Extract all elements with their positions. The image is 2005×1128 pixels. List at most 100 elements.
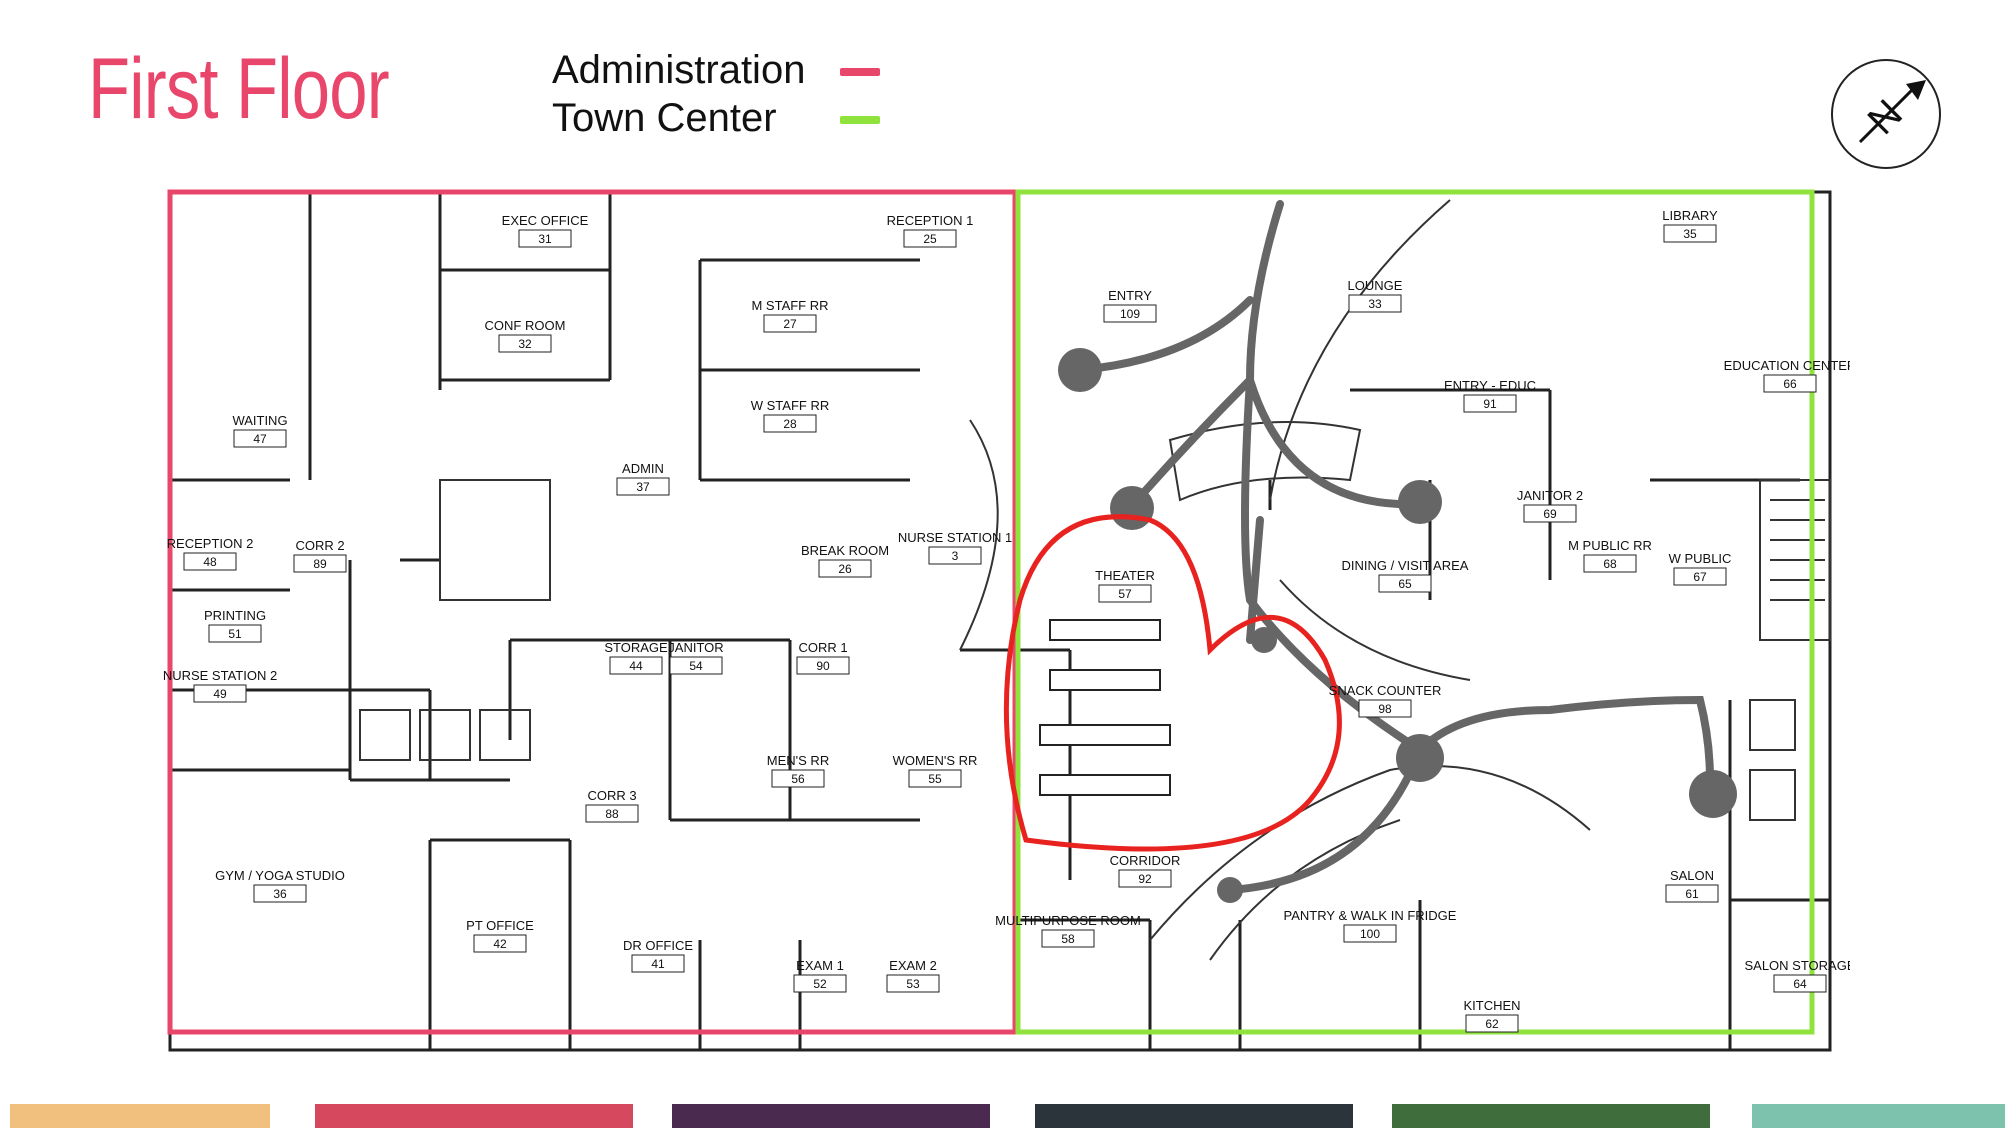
room-number-box (763, 414, 817, 433)
room-pt-office: PT OFFICE 42 (466, 918, 534, 953)
legend-label: Administration (552, 48, 806, 92)
room-gym: GYM / YOGA STUDIO 36 (215, 868, 345, 903)
legend-swatch-town-center (840, 116, 880, 124)
room-label: SALON STORAGE (1744, 958, 1850, 973)
room-labels: EXEC OFFICE 31 RECEPTION 1 25 CONF ROOM 32 M S… (163, 208, 1850, 1033)
room-pantry: PANTRY & WALK IN FRIDGE 100 (1284, 908, 1457, 943)
page-title: First Floor (88, 41, 390, 137)
room-number-box (1673, 567, 1727, 586)
room-w-staff-rr: W STAFF RR 28 (751, 398, 829, 433)
room-number: 25 (923, 232, 937, 246)
room-corridor: CORRIDOR 92 (1110, 853, 1181, 888)
room-number: 28 (783, 417, 797, 431)
room-label: ENTRY - EDUC (1444, 378, 1536, 393)
room-number-box (886, 974, 940, 993)
room-number-box (763, 314, 817, 333)
legend: Administration Town Center (552, 46, 892, 142)
room-education-center: EDUCATION CENTER 66 (1724, 358, 1850, 393)
room-number-box (1378, 574, 1432, 593)
room-number-box (498, 334, 552, 353)
heart-highlight (1003, 514, 1342, 852)
room-number-box (1358, 699, 1412, 718)
room-break-room: BREAK ROOM 26 (801, 543, 889, 578)
room-number: 32 (518, 337, 532, 351)
room-number: 56 (791, 772, 805, 786)
room-janitor2: JANITOR 2 69 (1517, 488, 1583, 523)
room-dr-office: DR OFFICE 41 (623, 938, 693, 973)
room-number-box (518, 229, 572, 248)
room-label: CORR 1 (798, 640, 847, 655)
room-number-box (1523, 504, 1577, 523)
room-salon: SALON 61 (1665, 868, 1719, 903)
footer-bar-5 (1392, 1104, 1710, 1128)
room-number: 27 (783, 317, 797, 331)
room-nurse-station2: NURSE STATION 2 49 (163, 668, 277, 703)
room-label: PANTRY & WALK IN FRIDGE (1284, 908, 1457, 923)
room-number: 92 (1138, 872, 1152, 886)
room-waiting: WAITING 47 (232, 413, 288, 448)
room-label: BREAK ROOM (801, 543, 889, 558)
room-label: WOMEN'S RR (893, 753, 978, 768)
path-node (1396, 734, 1444, 782)
room-label: NURSE STATION 2 (163, 668, 277, 683)
room-number-box (818, 559, 872, 578)
room-library: LIBRARY 35 (1662, 208, 1718, 243)
room-number: 31 (538, 232, 552, 246)
room-label: CORR 3 (587, 788, 636, 803)
footer-bar-1 (10, 1104, 270, 1128)
pathway-network (1076, 200, 1714, 894)
floor-plan: EXEC OFFICE 31 RECEPTION 1 25 CONF ROOM 32 M S… (163, 189, 1850, 1052)
room-label: CONF ROOM (485, 318, 566, 333)
room-mens-rr: MEN'S RR 56 (767, 753, 829, 788)
room-number-box (616, 477, 670, 496)
room-label: M STAFF RR (751, 298, 828, 313)
room-label: EDUCATION CENTER (1724, 358, 1850, 373)
room-number: 52 (813, 977, 827, 991)
room-number-box (1465, 1014, 1519, 1033)
room-label: EXAM 1 (796, 958, 844, 973)
room-label: THEATER (1095, 568, 1155, 583)
room-number: 90 (816, 659, 830, 673)
administration-region-outline (167, 189, 1018, 1035)
room-number-box (631, 954, 685, 973)
legend-item-administration: Administration (552, 46, 892, 94)
room-number: 33 (1368, 297, 1382, 311)
path-node (1689, 770, 1737, 818)
room-number: 26 (838, 562, 852, 576)
room-label: EXEC OFFICE (502, 213, 589, 228)
room-label: CORRIDOR (1110, 853, 1181, 868)
room-number: 37 (636, 480, 650, 494)
room-label: PT OFFICE (466, 918, 534, 933)
room-number: 68 (1603, 557, 1617, 571)
room-number-box (1343, 924, 1397, 943)
room-number-box (1348, 294, 1402, 313)
room-label: STORAGE (604, 640, 668, 655)
room-number-box (669, 656, 723, 675)
room-number: 58 (1061, 932, 1075, 946)
path-node (1110, 486, 1154, 530)
room-number-box (771, 769, 825, 788)
room-womens-rr: WOMEN'S RR 55 (893, 753, 978, 788)
room-number-box (1763, 374, 1817, 393)
room-exec-office: EXEC OFFICE 31 (502, 213, 589, 248)
room-label: LOUNGE (1348, 278, 1403, 293)
room-number: 48 (203, 555, 217, 569)
room-dining: DINING / VISIT AREA 65 (1342, 558, 1469, 593)
room-label: GYM / YOGA STUDIO (215, 868, 345, 883)
room-number-box (1663, 224, 1717, 243)
room-corr3: CORR 3 88 (585, 788, 639, 823)
theater-seating (1039, 619, 1171, 796)
room-multipurpose: MULTIPURPOSE ROOM 58 (995, 913, 1141, 948)
room-number: 66 (1783, 377, 1797, 391)
legend-label: Town Center (552, 96, 777, 140)
room-number-box (473, 934, 527, 953)
legend-swatch-administration (840, 68, 880, 76)
room-conf-room: CONF ROOM 32 (485, 318, 566, 353)
room-number: 54 (689, 659, 703, 673)
room-entry: ENTRY 109 (1103, 288, 1157, 323)
room-m-public-rr: M PUBLIC RR 68 (1568, 538, 1652, 573)
room-number: 44 (629, 659, 643, 673)
room-number: 35 (1683, 227, 1697, 241)
room-number-box (1665, 884, 1719, 903)
room-number: 51 (228, 627, 242, 641)
